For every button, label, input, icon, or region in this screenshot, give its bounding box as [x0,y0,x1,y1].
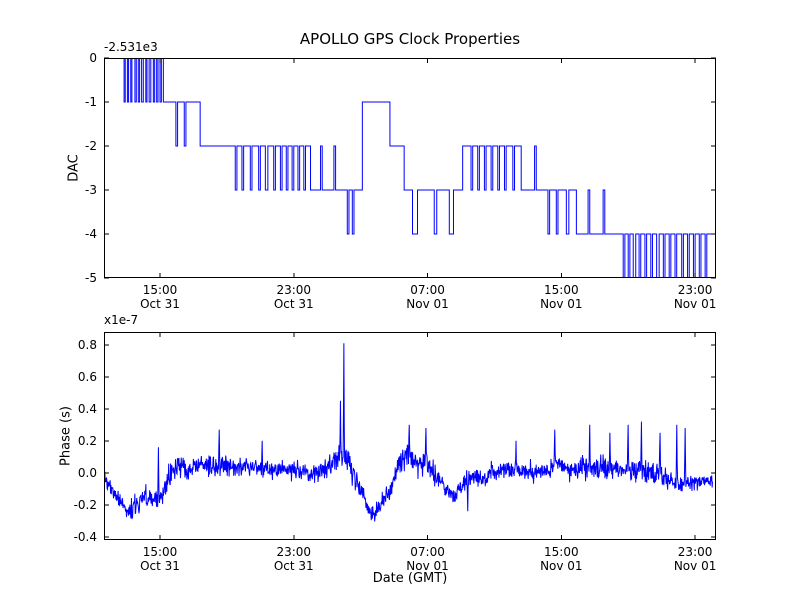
phase-ytick-label: -0.4 [74,530,97,544]
phase-xtick-date: Nov 01 [674,559,717,573]
phase-ytick-label: 0.2 [78,434,97,448]
dac-series-line [104,58,713,278]
phase-ytick-label: 0.6 [78,370,97,384]
dac-xtick-date: Nov 01 [406,297,449,311]
dac-xtick-time: 23:00 [678,283,713,297]
phase-ytick-label: -0.2 [74,498,97,512]
phase-xtick-date: Oct 31 [274,559,314,573]
dac-tick-marks [104,57,716,279]
phase-xtick-time: 15:00 [544,545,579,559]
dac-axes-spines [104,58,716,278]
phase-xtick-time: 07:00 [410,545,445,559]
chart-title: APOLLO GPS Clock Properties [299,30,521,48]
dac-xtick-date: Oct 31 [274,297,314,311]
phase-xtick-time: 15:00 [143,545,178,559]
phase-xtick-time: 23:00 [678,545,713,559]
dac-xtick-date: Oct 31 [140,297,180,311]
phase-axes-spines [104,332,716,540]
phase-tick-marks [104,332,716,540]
dac-axis-offset-text: -2.531e3 [104,40,158,54]
dac-xtick-time: 23:00 [276,283,311,297]
dac-xtick-time: 07:00 [410,283,445,297]
dac-xtick-time: 15:00 [143,283,178,297]
phase-ytick-label: 0.0 [78,466,97,480]
dac-xtick-time: 15:00 [544,283,579,297]
dac-ytick-label: -1 [85,95,97,109]
phase-ytick-label: 0.8 [78,338,97,352]
dac-ytick-label: -4 [85,227,97,241]
phase-xtick-time: 23:00 [276,545,311,559]
x-axis-label: Date (GMT) [372,571,448,586]
phase-xtick-date: Nov 01 [406,559,449,573]
dac-ytick-label: 0 [89,51,97,65]
phase-series-line [104,343,713,522]
dac-xtick-date: Nov 01 [540,297,583,311]
phase-xtick-date: Nov 01 [540,559,583,573]
dac-xtick-date: Nov 01 [674,297,717,311]
phase-axis-offset-text: x1e-7 [104,313,139,327]
dac-ytick-label: -2 [85,139,97,153]
phase-ytick-label: 0.4 [78,402,97,416]
phase-xtick-date: Oct 31 [140,559,180,573]
dac-ytick-label: -3 [85,183,97,197]
dac-ytick-label: -5 [85,271,97,285]
